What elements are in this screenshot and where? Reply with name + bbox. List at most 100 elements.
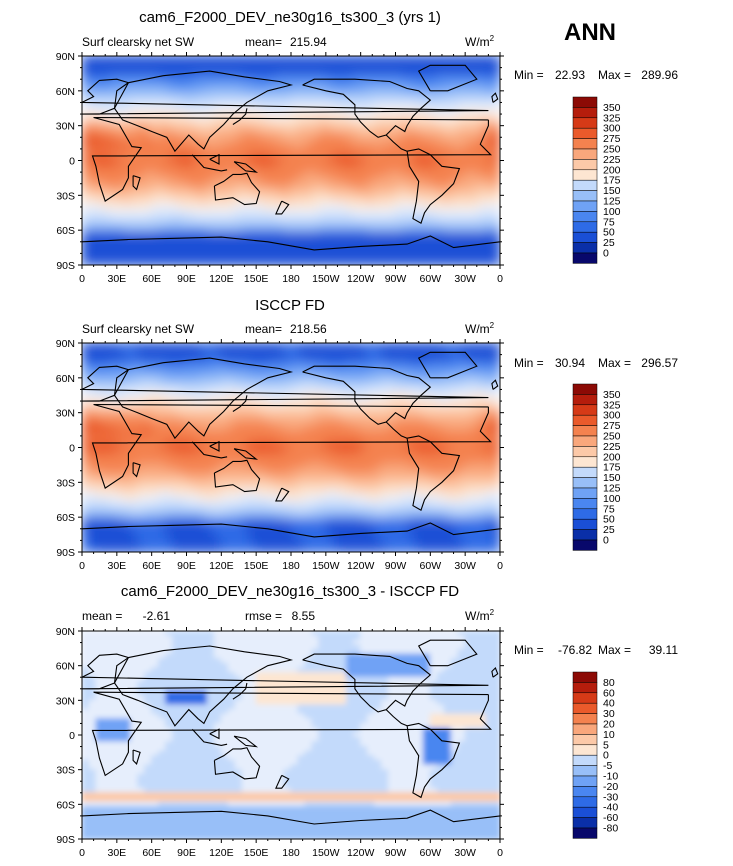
map-cell — [276, 398, 285, 405]
map-cell — [297, 435, 306, 442]
map-cell — [137, 162, 146, 169]
map-cell — [450, 92, 459, 99]
map-cell — [123, 60, 132, 66]
map-cell — [151, 375, 160, 381]
map-cell — [415, 231, 425, 238]
map-cell — [165, 388, 174, 395]
map-cell — [297, 343, 306, 349]
map-cell — [283, 101, 292, 108]
map-cell — [443, 213, 452, 220]
map-cell — [186, 426, 195, 432]
map-cell — [457, 356, 466, 363]
map-cell — [464, 60, 473, 66]
map-cell — [471, 379, 480, 386]
map-cell — [318, 166, 327, 173]
map-cell — [311, 185, 320, 192]
map-cell — [109, 453, 118, 460]
map-cell — [346, 486, 355, 493]
map-cell — [220, 426, 229, 432]
map-cell — [213, 393, 223, 400]
map-cell — [109, 343, 118, 349]
map-cell — [227, 421, 236, 428]
coastline — [132, 175, 141, 191]
map-cell — [374, 64, 383, 71]
map-cell — [381, 56, 390, 62]
map-cell — [492, 134, 500, 141]
map-cell — [95, 435, 104, 442]
map-cell — [179, 88, 188, 94]
map-cell — [95, 120, 104, 127]
map-cell — [450, 64, 459, 71]
map-cell — [290, 472, 299, 479]
map-cell — [241, 134, 250, 141]
map-cell — [388, 236, 397, 243]
map-cell — [227, 500, 236, 507]
map-cell — [82, 83, 90, 90]
map-cell — [401, 78, 411, 85]
map-cell — [464, 213, 473, 220]
map-cell — [471, 120, 480, 127]
map-cell — [241, 125, 250, 132]
map-cell — [304, 361, 313, 367]
map-cell — [95, 185, 104, 192]
map-cell — [123, 356, 132, 363]
map-cell — [248, 88, 257, 94]
map-cell — [158, 500, 167, 507]
map-cell — [429, 218, 438, 224]
map-cell — [186, 416, 195, 423]
map-cell — [311, 453, 320, 460]
map-cell — [290, 241, 299, 248]
map-cell — [109, 370, 118, 377]
map-cell — [123, 199, 132, 206]
map-cell — [123, 453, 132, 460]
map-cell — [297, 78, 306, 85]
map-cell — [422, 388, 432, 395]
map-cell — [172, 458, 181, 465]
map-cell — [165, 412, 174, 419]
map-cell — [269, 218, 278, 224]
map-cell — [436, 379, 445, 386]
map-cell — [130, 444, 139, 451]
map-cell — [367, 227, 376, 234]
map-cell — [311, 370, 320, 377]
map-cell — [144, 143, 153, 150]
map-cell — [388, 97, 397, 104]
map-cell — [158, 250, 167, 257]
map-cell — [311, 134, 320, 141]
map-cell — [276, 426, 285, 432]
map-cell — [436, 129, 445, 136]
map-cell — [158, 384, 167, 391]
map-cell — [422, 143, 432, 150]
map-cell — [318, 120, 327, 127]
map-cell — [248, 495, 257, 502]
map-cell — [144, 56, 153, 62]
map-cell — [415, 430, 425, 437]
map-cell — [109, 222, 118, 229]
map-cell — [325, 231, 334, 238]
map-cell — [109, 106, 118, 113]
map-cell — [360, 259, 369, 265]
map-cell — [213, 449, 223, 456]
map-cell — [255, 129, 264, 136]
map-cell — [429, 129, 438, 136]
map-cell — [311, 222, 320, 229]
map-cell — [123, 435, 132, 442]
map-cell — [485, 222, 494, 229]
map-cell — [283, 134, 292, 141]
map-cell — [311, 78, 320, 85]
map-cell — [374, 166, 383, 173]
map-cell — [311, 255, 320, 262]
map-cell — [290, 426, 299, 432]
map-cell — [360, 435, 369, 442]
map-cell — [158, 259, 167, 265]
map-cell — [297, 171, 306, 178]
map-cell — [206, 194, 216, 201]
map-cell — [367, 166, 376, 173]
map-cell — [415, 402, 425, 409]
map-cell — [311, 236, 320, 243]
map-cell — [478, 458, 487, 465]
map-cell — [192, 421, 202, 428]
map-cell — [206, 74, 216, 80]
map-cell — [255, 148, 264, 155]
map-cell — [395, 83, 404, 90]
